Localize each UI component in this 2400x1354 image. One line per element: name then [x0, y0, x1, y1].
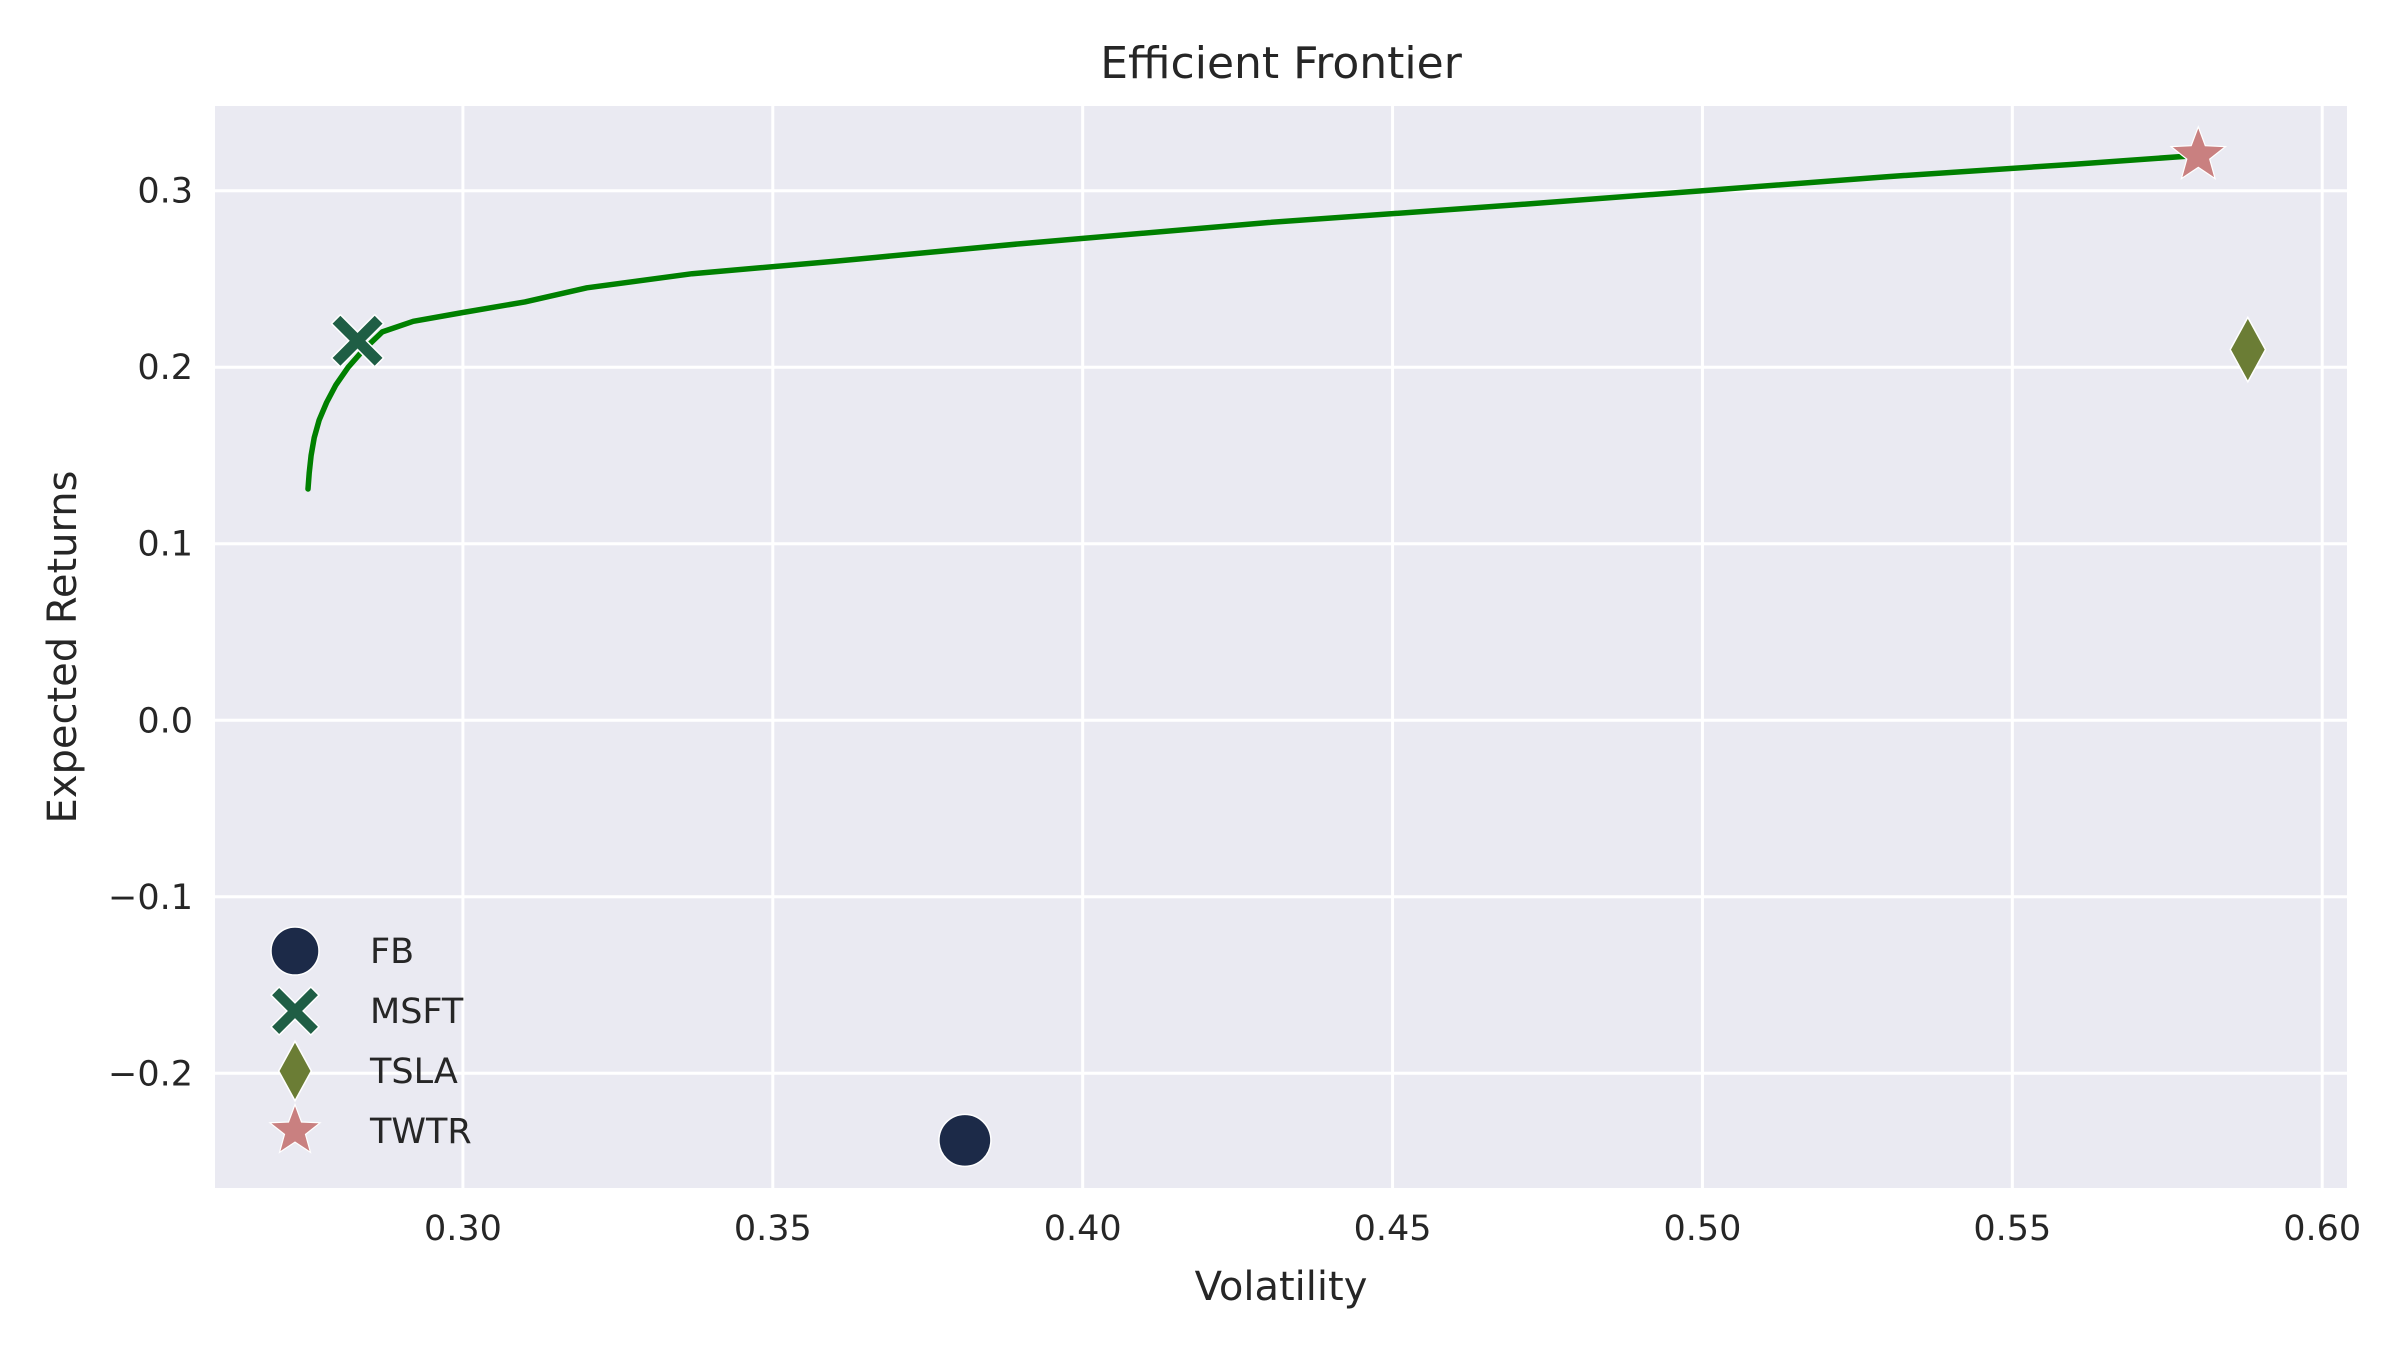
- x-tick-label: 0.50: [1663, 1209, 1741, 1249]
- legend-label-msft: MSFT: [370, 992, 464, 1032]
- tick-labels: 0.30 0.35 0.40 0.45 0.50 0.55 0.60 −0.2 −0.1 0.0 0…: [108, 172, 2361, 1249]
- y-tick-label: 0.1: [137, 525, 193, 565]
- legend-marker-msft: [269, 985, 321, 1037]
- data-point-msft: [330, 313, 385, 368]
- data-point-twtr: [2169, 125, 2228, 180]
- legend-marker-tsla: [277, 1039, 313, 1103]
- legend-item-twtr: TWTR: [268, 1102, 472, 1154]
- x-tick-label: 0.40: [1044, 1209, 1122, 1249]
- y-axis-label: Expected Returns: [40, 471, 86, 824]
- plot-background: [215, 106, 2347, 1188]
- frontier-line: [305, 152, 2202, 492]
- frontier-line-layer: [305, 152, 2202, 492]
- legend-label-tsla: TSLA: [369, 1052, 458, 1092]
- y-tick-label: 0.3: [137, 172, 193, 212]
- y-tick-label: −0.1: [108, 878, 193, 918]
- legend-item-msft: MSFT: [269, 985, 464, 1037]
- grid-lines: [215, 106, 2347, 1188]
- legend-label-twtr: TWTR: [369, 1112, 472, 1152]
- y-tick-label: 0.0: [137, 701, 193, 741]
- x-axis-label: Volatility: [1195, 1264, 1368, 1310]
- legend-label-fb: FB: [370, 932, 414, 972]
- x-tick-label: 0.30: [424, 1209, 502, 1249]
- x-tick-label: 0.35: [734, 1209, 812, 1249]
- chart-title: Efficient Frontier: [1100, 38, 1463, 89]
- legend-marker-fb: [270, 926, 320, 976]
- y-tick-label: −0.2: [108, 1054, 193, 1094]
- x-tick-label: 0.55: [1973, 1209, 2051, 1249]
- y-tick-label: 0.2: [137, 348, 193, 388]
- x-tick-label: 0.60: [2283, 1209, 2361, 1249]
- data-point-tsla: [2229, 315, 2267, 384]
- legend-item-tsla: TSLA: [277, 1039, 458, 1103]
- x-tick-label: 0.45: [1354, 1209, 1432, 1249]
- marker-layer: [330, 125, 2267, 1168]
- legend-marker-twtr: [268, 1102, 322, 1154]
- data-point-fb: [938, 1113, 992, 1168]
- legend-item-fb: FB: [270, 926, 414, 976]
- legend: FB MSFT TSLA TWTR: [268, 926, 472, 1154]
